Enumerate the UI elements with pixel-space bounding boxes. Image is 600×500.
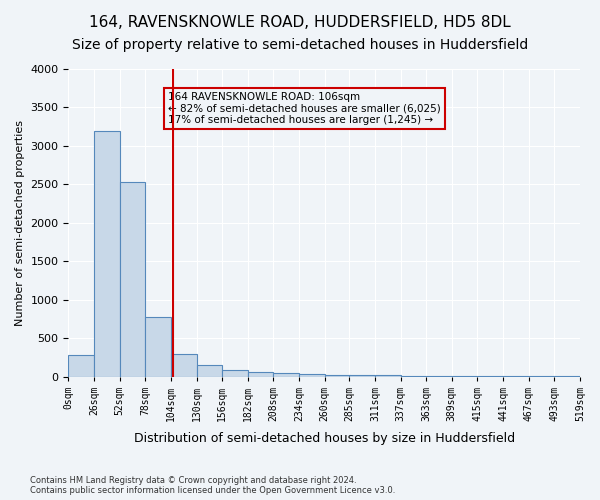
Bar: [299, 374, 325, 376]
Text: Size of property relative to semi-detached houses in Huddersfield: Size of property relative to semi-detach…: [72, 38, 528, 52]
Bar: [68, 355, 94, 376]
Bar: [145, 316, 171, 376]
Bar: [274, 373, 299, 376]
Bar: [222, 370, 248, 376]
Text: Contains HM Land Registry data © Crown copyright and database right 2024.
Contai: Contains HM Land Registry data © Crown c…: [30, 476, 395, 495]
Bar: [325, 374, 350, 376]
Bar: [349, 375, 375, 376]
Bar: [171, 354, 197, 376]
Bar: [197, 365, 222, 376]
Text: 164, RAVENSKNOWLE ROAD, HUDDERSFIELD, HD5 8DL: 164, RAVENSKNOWLE ROAD, HUDDERSFIELD, HD…: [89, 15, 511, 30]
X-axis label: Distribution of semi-detached houses by size in Huddersfield: Distribution of semi-detached houses by …: [134, 432, 515, 445]
Bar: [248, 372, 274, 376]
Bar: [94, 130, 119, 376]
Text: 164 RAVENSKNOWLE ROAD: 106sqm
← 82% of semi-detached houses are smaller (6,025)
: 164 RAVENSKNOWLE ROAD: 106sqm ← 82% of s…: [168, 92, 441, 126]
Y-axis label: Number of semi-detached properties: Number of semi-detached properties: [15, 120, 25, 326]
Bar: [119, 182, 145, 376]
